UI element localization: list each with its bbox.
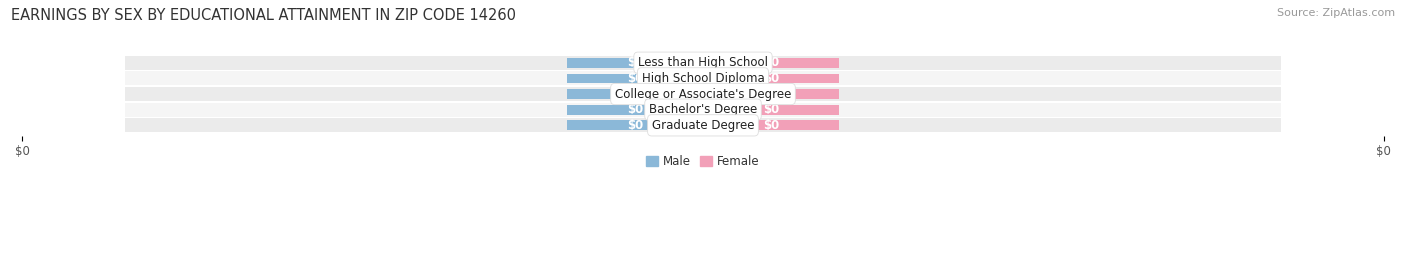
Bar: [703, 73, 839, 83]
Text: Less than High School: Less than High School: [638, 56, 768, 69]
Text: $0: $0: [763, 119, 779, 132]
Bar: [125, 118, 1281, 132]
Bar: [703, 58, 839, 68]
Text: Source: ZipAtlas.com: Source: ZipAtlas.com: [1277, 8, 1395, 18]
Text: $0: $0: [763, 56, 779, 69]
Legend: Male, Female: Male, Female: [641, 150, 765, 173]
Bar: [703, 105, 839, 114]
Bar: [125, 87, 1281, 101]
Bar: [703, 121, 839, 130]
Bar: [567, 73, 703, 83]
Text: $0: $0: [627, 103, 643, 116]
Text: EARNINGS BY SEX BY EDUCATIONAL ATTAINMENT IN ZIP CODE 14260: EARNINGS BY SEX BY EDUCATIONAL ATTAINMEN…: [11, 8, 516, 23]
Bar: [567, 89, 703, 99]
Text: Graduate Degree: Graduate Degree: [652, 119, 754, 132]
Text: High School Diploma: High School Diploma: [641, 72, 765, 85]
Bar: [703, 89, 839, 99]
Bar: [567, 121, 703, 130]
Text: $0: $0: [627, 88, 643, 100]
Bar: [125, 72, 1281, 85]
Text: $0: $0: [627, 56, 643, 69]
Bar: [567, 58, 703, 68]
Text: $0: $0: [627, 72, 643, 85]
Bar: [125, 56, 1281, 70]
Text: College or Associate's Degree: College or Associate's Degree: [614, 88, 792, 100]
Text: $0: $0: [627, 119, 643, 132]
Bar: [125, 103, 1281, 117]
Text: Bachelor's Degree: Bachelor's Degree: [650, 103, 756, 116]
Text: $0: $0: [763, 103, 779, 116]
Text: $0: $0: [763, 88, 779, 100]
Bar: [567, 105, 703, 114]
Text: $0: $0: [763, 72, 779, 85]
